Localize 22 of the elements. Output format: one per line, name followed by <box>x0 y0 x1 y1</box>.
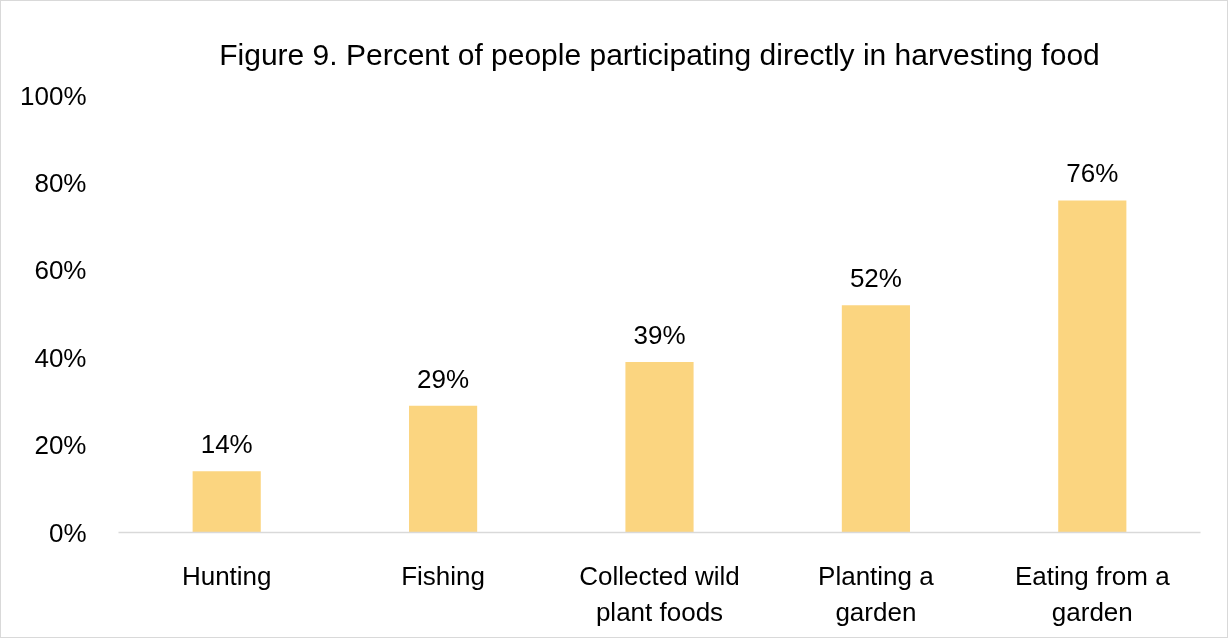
bar <box>625 362 694 533</box>
x-tick-label: Eating from a garden <box>1014 560 1171 627</box>
data-label: 29% <box>417 363 470 394</box>
x-tick-label: Collected wild plant foods <box>579 560 740 627</box>
y-tick-label: 40% <box>34 342 87 373</box>
y-tick-label: 60% <box>34 255 87 286</box>
x-tick-label: Fishing <box>401 560 486 591</box>
x-tick-label: Hunting <box>181 560 272 591</box>
y-tick-label: 80% <box>34 167 87 198</box>
data-label: 14% <box>200 429 253 460</box>
chart-title: Figure 9. Percent of people participating directly in harvesting food <box>219 37 1100 71</box>
data-label: 76% <box>1066 158 1119 189</box>
bar <box>1058 200 1127 533</box>
x-tick-label: Planting a garden <box>818 560 935 627</box>
bar <box>409 405 478 533</box>
bar <box>841 305 910 533</box>
bar <box>192 471 261 533</box>
y-tick-label: 0% <box>48 517 87 548</box>
data-label: 39% <box>633 320 686 351</box>
y-tick-label: 20% <box>34 430 87 461</box>
y-tick-label: 100% <box>20 80 87 111</box>
data-label: 52% <box>849 263 902 294</box>
